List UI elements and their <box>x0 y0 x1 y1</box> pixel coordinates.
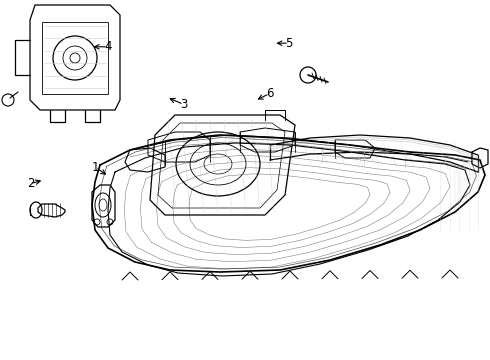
Text: 4: 4 <box>104 40 112 53</box>
Text: 5: 5 <box>285 37 293 50</box>
Text: 1: 1 <box>92 161 99 174</box>
Text: 6: 6 <box>266 87 273 100</box>
Text: 2: 2 <box>26 177 34 190</box>
Text: 3: 3 <box>180 98 188 111</box>
